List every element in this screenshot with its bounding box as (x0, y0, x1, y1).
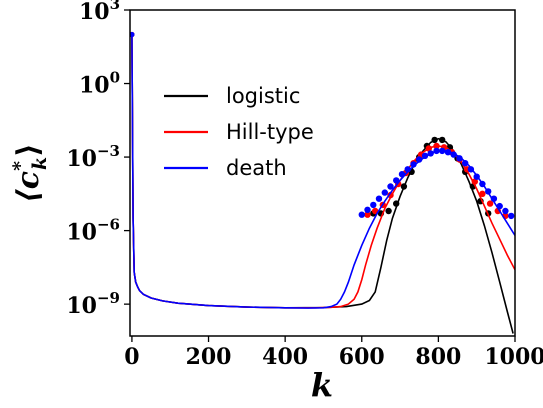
data-point (416, 156, 423, 163)
data-point (479, 190, 486, 197)
data-point (421, 152, 429, 159)
data-point (450, 151, 457, 158)
data-point (456, 155, 463, 162)
data-point (130, 31, 135, 38)
data-point (479, 180, 486, 188)
y-tick-label: 103 (79, 0, 120, 25)
data-point (462, 160, 469, 167)
data-point (400, 183, 408, 190)
series-line (131, 34, 515, 309)
series-line (131, 34, 515, 309)
data-point (370, 201, 377, 209)
tick-layer: 0 200 400 600 800 1000 103 100 10−3 10−6 10−9 (66, 0, 543, 370)
series-line (131, 34, 514, 334)
data-point (439, 136, 446, 144)
data-point (485, 188, 492, 195)
data-point (393, 177, 400, 184)
data-point (381, 189, 388, 196)
plot-frame (129, 9, 516, 337)
data-point (393, 200, 400, 207)
data-point (490, 195, 498, 202)
data-point (410, 161, 417, 168)
y-axis-label-text: ⟨c*k⟩ (9, 143, 51, 203)
legend-label: death (226, 156, 287, 180)
legend: logistic Hill-type death (164, 84, 314, 180)
data-point (425, 145, 432, 152)
x-tick-label: 600 (339, 344, 385, 370)
data-point (427, 150, 434, 157)
data-point (431, 136, 438, 144)
x-tick-label: 0 (124, 344, 139, 370)
data-point (433, 142, 440, 150)
data-point (364, 206, 371, 213)
data-point (433, 147, 440, 155)
x-axis-label: k (311, 366, 333, 404)
data-point (364, 211, 371, 218)
data-point (444, 149, 452, 156)
x-tick-label: 800 (415, 344, 461, 370)
series-death (130, 31, 515, 309)
data-point (508, 212, 515, 220)
data-point (473, 173, 480, 180)
data-point (467, 166, 475, 173)
data-point (502, 207, 509, 215)
legend-item: logistic (164, 84, 300, 108)
data-point (471, 178, 478, 185)
y-tick-label: 10−3 (66, 142, 120, 172)
x-tick-label: 1000 (484, 344, 543, 370)
series-layer (130, 31, 515, 334)
data-point (496, 202, 503, 210)
data-point (387, 191, 394, 199)
legend-item: death (164, 156, 287, 180)
x-tick-label: 400 (262, 344, 308, 370)
data-point (486, 200, 494, 207)
y-axis-label: ⟨c*k⟩ (9, 143, 51, 203)
y-tick-label: 10−6 (66, 216, 120, 246)
data-point (387, 183, 394, 190)
x-tick-label: 200 (186, 344, 232, 370)
y-tick-label: 10−9 (66, 289, 120, 319)
y-tick-label: 100 (79, 69, 120, 99)
legend-label: Hill-type (226, 120, 314, 144)
legend-label: logistic (226, 84, 300, 108)
data-point (404, 166, 411, 173)
data-point (358, 211, 365, 218)
data-point (375, 195, 383, 202)
data-point (385, 207, 392, 215)
series-logistic (130, 31, 514, 334)
data-point (439, 147, 446, 155)
series-hill-type (130, 31, 515, 309)
legend-item: Hill-type (164, 120, 314, 144)
data-point (398, 171, 406, 178)
